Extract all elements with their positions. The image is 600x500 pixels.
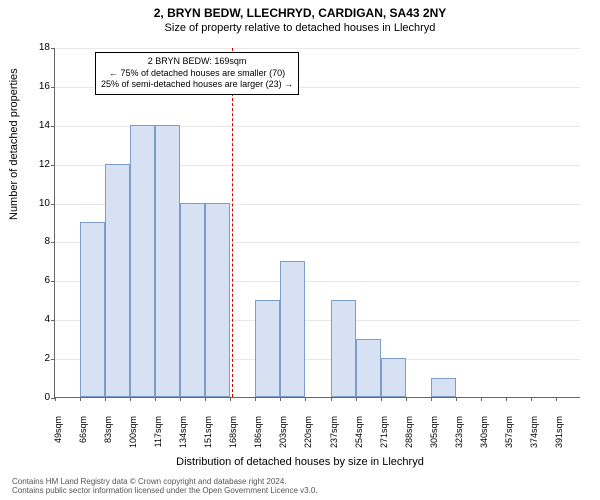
ytick-label: 8 xyxy=(25,236,50,247)
xtick-label: 254sqm xyxy=(354,416,364,456)
histogram-bar xyxy=(356,339,381,397)
xtick-label: 117sqm xyxy=(153,416,163,456)
xtick-label: 374sqm xyxy=(529,416,539,456)
ytick-mark xyxy=(51,320,55,321)
xtick-label: 66sqm xyxy=(78,416,88,456)
xtick-mark xyxy=(80,397,81,401)
xtick-label: 203sqm xyxy=(278,416,288,456)
ytick-mark xyxy=(51,87,55,88)
histogram-bar xyxy=(80,222,105,397)
xtick-label: 186sqm xyxy=(253,416,263,456)
annotation-line: ← 75% of detached houses are smaller (70… xyxy=(101,68,293,80)
xtick-mark xyxy=(130,397,131,401)
histogram-bar xyxy=(331,300,356,397)
xtick-mark xyxy=(356,397,357,401)
xtick-label: 49sqm xyxy=(53,416,63,456)
histogram-bar xyxy=(180,203,205,397)
xtick-label: 220sqm xyxy=(303,416,313,456)
xtick-label: 168sqm xyxy=(228,416,238,456)
annotation-line: 2 BRYN BEDW: 169sqm xyxy=(101,56,293,68)
ytick-label: 4 xyxy=(25,314,50,325)
ytick-mark xyxy=(51,165,55,166)
footer-text: Contains HM Land Registry data © Crown c… xyxy=(12,477,318,496)
xtick-mark xyxy=(556,397,557,401)
xtick-label: 323sqm xyxy=(454,416,464,456)
xtick-mark xyxy=(180,397,181,401)
ytick-mark xyxy=(51,204,55,205)
xtick-mark xyxy=(456,397,457,401)
footer-line2: Contains public sector information licen… xyxy=(12,486,318,496)
xtick-label: 83sqm xyxy=(103,416,113,456)
xtick-mark xyxy=(331,397,332,401)
y-axis-label: Number of detached properties xyxy=(8,68,20,220)
histogram-bar xyxy=(381,358,406,397)
xtick-label: 288sqm xyxy=(404,416,414,456)
histogram-bar xyxy=(130,125,155,397)
histogram-bar xyxy=(280,261,305,397)
xtick-mark xyxy=(280,397,281,401)
xtick-mark xyxy=(205,397,206,401)
xtick-mark xyxy=(105,397,106,401)
ytick-mark xyxy=(51,126,55,127)
xtick-mark xyxy=(155,397,156,401)
ytick-label: 12 xyxy=(25,159,50,170)
ytick-label: 14 xyxy=(25,120,50,131)
xtick-label: 237sqm xyxy=(329,416,339,456)
xtick-label: 271sqm xyxy=(379,416,389,456)
histogram-bar xyxy=(105,164,130,397)
xtick-label: 151sqm xyxy=(203,416,213,456)
annotation-box: 2 BRYN BEDW: 169sqm← 75% of detached hou… xyxy=(95,52,299,95)
chart-container: 2, BRYN BEDW, LLECHRYD, CARDIGAN, SA43 2… xyxy=(0,0,600,500)
ytick-mark xyxy=(51,48,55,49)
reference-line xyxy=(232,48,233,397)
histogram-bar xyxy=(155,125,180,397)
ytick-label: 2 xyxy=(25,353,50,364)
histogram-bar xyxy=(431,378,456,397)
xtick-mark xyxy=(55,397,56,401)
chart-subtitle: Size of property relative to detached ho… xyxy=(0,20,600,34)
chart-title: 2, BRYN BEDW, LLECHRYD, CARDIGAN, SA43 2… xyxy=(0,0,600,20)
xtick-mark xyxy=(431,397,432,401)
ytick-label: 0 xyxy=(25,392,50,403)
xtick-label: 340sqm xyxy=(479,416,489,456)
ytick-label: 18 xyxy=(25,42,50,53)
footer-line1: Contains HM Land Registry data © Crown c… xyxy=(12,477,318,487)
xtick-mark xyxy=(406,397,407,401)
xtick-label: 134sqm xyxy=(178,416,188,456)
xtick-mark xyxy=(305,397,306,401)
xtick-mark xyxy=(531,397,532,401)
ytick-mark xyxy=(51,359,55,360)
ytick-label: 10 xyxy=(25,198,50,209)
plot-area: 02468101214161849sqm66sqm83sqm100sqm117s… xyxy=(54,48,580,398)
x-axis-label: Distribution of detached houses by size … xyxy=(0,456,600,468)
annotation-line: 25% of semi-detached houses are larger (… xyxy=(101,79,293,91)
xtick-label: 357sqm xyxy=(504,416,514,456)
xtick-label: 100sqm xyxy=(128,416,138,456)
ytick-mark xyxy=(51,242,55,243)
xtick-mark xyxy=(255,397,256,401)
ytick-label: 6 xyxy=(25,275,50,286)
grid-line xyxy=(55,48,580,49)
xtick-mark xyxy=(481,397,482,401)
xtick-mark xyxy=(230,397,231,401)
xtick-mark xyxy=(381,397,382,401)
ytick-mark xyxy=(51,281,55,282)
histogram-bar xyxy=(205,203,230,397)
histogram-bar xyxy=(255,300,280,397)
ytick-label: 16 xyxy=(25,81,50,92)
xtick-mark xyxy=(506,397,507,401)
xtick-label: 391sqm xyxy=(554,416,564,456)
xtick-label: 305sqm xyxy=(429,416,439,456)
